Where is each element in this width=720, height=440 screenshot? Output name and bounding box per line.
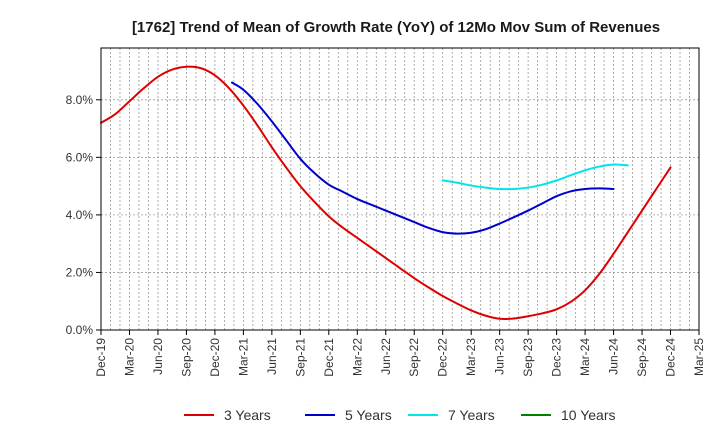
x-tick-label: Sep-21 bbox=[293, 338, 307, 377]
x-tick-label: Mar-22 bbox=[350, 338, 364, 376]
x-tick-label: Mar-20 bbox=[122, 338, 136, 376]
legend: 3 Years 5 Years 7 Years 10 Years bbox=[184, 407, 616, 423]
x-tick-label: Dec-20 bbox=[208, 338, 222, 377]
chart-title: [1762] Trend of Mean of Growth Rate (YoY… bbox=[132, 19, 660, 36]
x-tick-label: Jun-23 bbox=[493, 338, 507, 375]
x-tick-label: Mar-23 bbox=[464, 338, 478, 376]
legend-label-3-years: 3 Years bbox=[224, 407, 271, 423]
x-tick-label: Sep-22 bbox=[407, 338, 421, 377]
y-tick-label: 4.0% bbox=[66, 208, 94, 222]
x-tick-label: Sep-23 bbox=[521, 338, 535, 377]
y-tick-label: 8.0% bbox=[66, 93, 94, 107]
x-axis: Dec-19 Mar-20 Jun-20 Sep-20 Dec-20 Mar-21 Jun-… bbox=[94, 330, 706, 377]
y-tick-label: 6.0% bbox=[66, 150, 94, 164]
x-tick-label: Dec-19 bbox=[94, 338, 108, 377]
x-tick-label: Jun-24 bbox=[607, 338, 621, 375]
x-tick-label: Sep-20 bbox=[179, 338, 193, 377]
series-line-5-years bbox=[230, 81, 615, 235]
legend-label-5-years: 5 Years bbox=[345, 407, 392, 423]
series-line-7-years bbox=[441, 163, 629, 191]
series-line-3-years bbox=[100, 65, 672, 321]
y-tick-label: 2.0% bbox=[66, 265, 94, 279]
series-lines bbox=[100, 65, 672, 321]
x-tick-label: Jun-22 bbox=[379, 338, 393, 375]
y-axis: 0.0% 2.0% 4.0% 6.0% 8.0% bbox=[66, 93, 101, 337]
x-tick-label: Jun-20 bbox=[151, 338, 165, 375]
x-tick-label: Dec-22 bbox=[436, 338, 450, 377]
x-tick-label: Dec-23 bbox=[550, 338, 564, 377]
x-tick-label: Mar-25 bbox=[692, 338, 706, 376]
x-tick-label: Mar-21 bbox=[236, 338, 250, 376]
y-tick-label: 0.0% bbox=[66, 323, 94, 337]
legend-label-10-years: 10 Years bbox=[561, 407, 616, 423]
plot-border bbox=[100, 47, 700, 331]
x-tick-label: Dec-21 bbox=[322, 338, 336, 377]
legend-label-7-years: 7 Years bbox=[448, 407, 495, 423]
x-tick-label: Dec-24 bbox=[664, 338, 678, 377]
x-tick-label: Sep-24 bbox=[635, 338, 649, 377]
x-tick-label: Jun-21 bbox=[265, 338, 279, 375]
x-tick-label: Mar-24 bbox=[578, 338, 592, 376]
